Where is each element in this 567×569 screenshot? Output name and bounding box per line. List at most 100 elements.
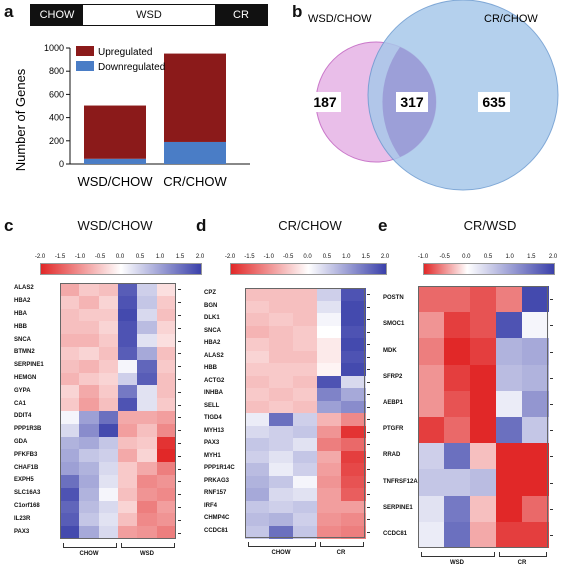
heatmap-cell [137, 283, 158, 297]
heatmap-cell [522, 469, 549, 497]
heatmap-cell [245, 475, 270, 489]
heatmap-cell [269, 338, 294, 351]
row-tick [550, 325, 553, 327]
heatmap-cell [341, 325, 366, 339]
heatmap-cell [137, 372, 158, 386]
heatmap-cell [245, 463, 270, 476]
heatmap-cell [98, 436, 119, 450]
heatmap-cell [418, 521, 445, 549]
heatmap-cell [522, 338, 549, 366]
heatmap-cell [137, 423, 158, 438]
heatmap-cell [60, 513, 80, 527]
heatmap-cell [245, 300, 270, 314]
x-category-label: WSD/CHOW [77, 174, 153, 189]
heatmap-cell [60, 411, 80, 425]
heatmap-cell [317, 325, 342, 339]
panel-a-label: a [4, 2, 14, 21]
heatmap-cell [79, 423, 100, 438]
heatmap-cell [269, 400, 294, 414]
panel-d-title: CR/CHOW [278, 218, 342, 233]
heatmap-cell [137, 526, 158, 540]
condition-chow: CHOW [31, 5, 83, 25]
row-tick [178, 494, 181, 496]
gene-label: PRKAG3 [204, 477, 230, 484]
heatmap-cell [496, 495, 523, 523]
heatmap-cell [444, 312, 471, 339]
scale-tick-label: 0.5 [322, 254, 332, 260]
heatmap-cell [98, 321, 119, 335]
heatmap-cell [98, 295, 119, 310]
heatmap-c: -2.0 -1.5 -1.0 -0.5 0.0 0.5 1.0 1.5 2.0 ALAS2 HBA2… [0, 236, 204, 569]
gene-label: MDK [383, 347, 397, 354]
heatmap-cell [245, 500, 270, 514]
heatmap-cell [341, 288, 366, 301]
row-tick [367, 444, 370, 446]
heatmap-cell [293, 350, 318, 364]
scale-tick-label: -2.0 [224, 254, 236, 260]
heatmap-cell [470, 364, 497, 392]
heatmap-cell [341, 463, 366, 476]
row-tick [178, 507, 181, 508]
heatmap-cell [79, 398, 100, 412]
heatmap-cell [418, 469, 445, 497]
heatmap-cell [317, 388, 342, 401]
heatmap-cell [341, 438, 366, 451]
heatmap-cell [341, 388, 366, 401]
row-tick [367, 381, 370, 383]
heatmap-cell [98, 347, 119, 361]
scale-tick-label: -1.0 [74, 254, 86, 260]
gene-label: GYPA [14, 387, 31, 394]
gene-label: PFKFB3 [14, 451, 38, 458]
legend-swatch [76, 61, 94, 71]
heatmap-cell [79, 283, 100, 297]
heatmap-cell [317, 463, 342, 476]
row-tick [178, 315, 181, 316]
gene-label: SLC16A3 [14, 490, 41, 497]
gene-label: HBB [14, 323, 27, 330]
gene-label: IL23R [14, 515, 31, 522]
heatmap-cell [118, 513, 138, 527]
row-tick [178, 455, 181, 457]
gene-label: HBA [14, 311, 27, 317]
heatmap-cell [98, 487, 119, 502]
heatmap-cell [269, 288, 294, 301]
heatmap-cell [444, 443, 471, 470]
y-axis-label: Number of Genes [13, 68, 28, 171]
y-tick-label: 0 [59, 159, 64, 169]
heatmap-cell [98, 526, 119, 540]
heatmap-cell [79, 462, 100, 476]
heatmap-cell [79, 487, 100, 502]
heatmap-cell [156, 283, 177, 297]
heatmap-cell [60, 385, 80, 399]
gene-label: POSTN [383, 295, 404, 302]
heatmap-cell [79, 321, 100, 335]
heatmap-cell [341, 375, 366, 389]
heatmap-cell [293, 500, 318, 514]
heatmap-cell [137, 513, 158, 527]
heatmap-cell [418, 338, 445, 366]
heatmap-cell [156, 526, 177, 540]
scale-tick-label: 1.5 [361, 254, 370, 260]
heatmap-cell [118, 500, 138, 514]
heatmap-cell [245, 413, 270, 426]
heatmap-cell [156, 334, 177, 348]
heatmap-cell [496, 469, 523, 497]
scale-tick-label: -0.5 [282, 254, 294, 260]
heatmap-cell [293, 438, 318, 451]
gene-label: RRAD [383, 452, 401, 459]
venn-label-wsd: WSD/CHOW [308, 13, 372, 25]
row-tick [550, 351, 553, 353]
gene-label: HBB [204, 365, 217, 372]
heatmap-cell [317, 488, 342, 501]
row-tick [178, 366, 181, 368]
heatmap-cell [79, 334, 100, 348]
heatmap-cell [522, 521, 549, 549]
gene-label: CCDC81 [383, 530, 408, 537]
group-label: WSD [140, 551, 154, 557]
heatmap-cell [98, 475, 119, 489]
scale-tick-label: -1.5 [54, 254, 66, 260]
heatmap-cell [341, 425, 366, 439]
heatmap-cell [98, 334, 119, 348]
heatmap-cell [522, 286, 549, 313]
heatmap-cell [156, 398, 177, 412]
